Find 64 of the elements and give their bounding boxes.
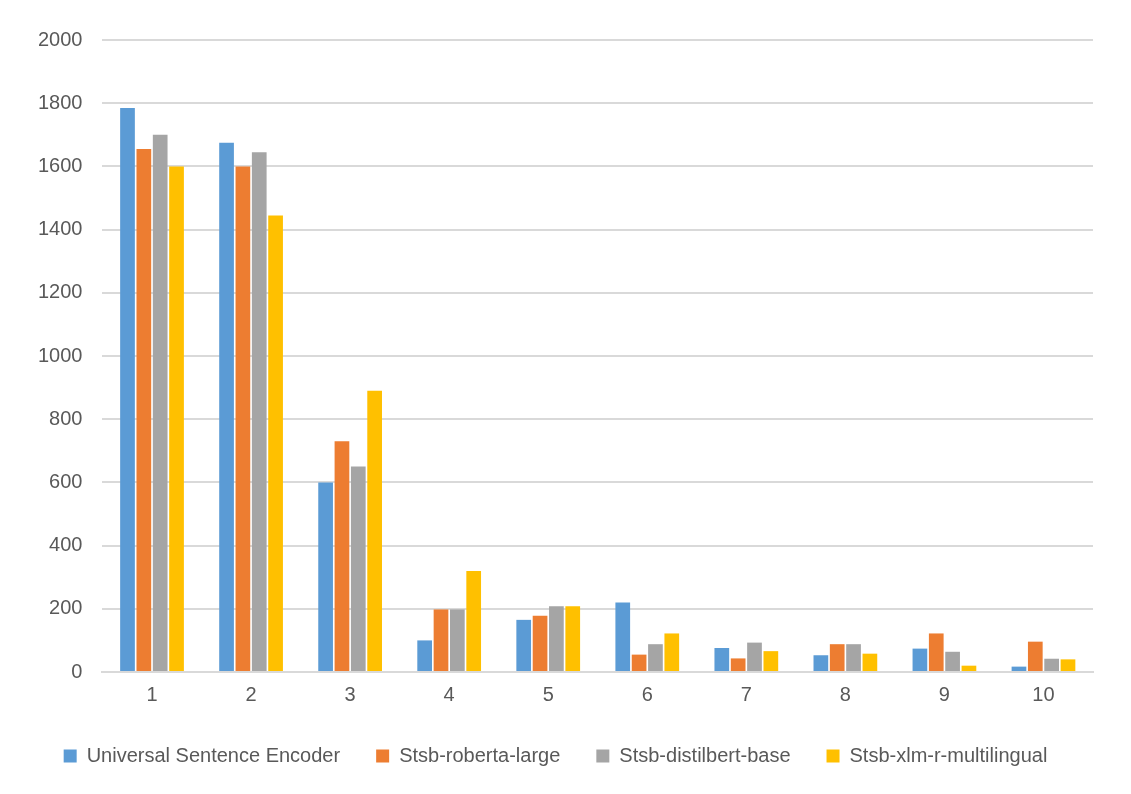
bar bbox=[466, 570, 482, 671]
bar bbox=[532, 615, 548, 671]
bar bbox=[862, 653, 878, 671]
bar bbox=[1044, 658, 1059, 671]
bar bbox=[235, 166, 251, 671]
legend-label: Stsb-xlm-r-multilingual bbox=[849, 743, 1048, 766]
y-tick-label: 2000 bbox=[37, 27, 83, 50]
bar bbox=[763, 651, 779, 671]
y-tick-label: 600 bbox=[49, 469, 83, 492]
y-tick-label: 1000 bbox=[37, 343, 83, 366]
bar bbox=[664, 633, 680, 671]
x-tick-label: 2 bbox=[245, 682, 257, 705]
bar bbox=[334, 441, 350, 671]
bar bbox=[136, 149, 152, 671]
x-tick-label: 10 bbox=[1032, 682, 1055, 705]
x-tick-label: 3 bbox=[344, 682, 356, 705]
bar bbox=[928, 633, 944, 671]
bar bbox=[631, 654, 647, 671]
x-tick-label: 8 bbox=[839, 682, 851, 705]
y-tick-label: 1200 bbox=[37, 280, 83, 303]
bar bbox=[169, 166, 184, 671]
x-tick-label: 4 bbox=[443, 682, 455, 705]
bar bbox=[251, 152, 267, 671]
bar bbox=[846, 644, 861, 671]
bar bbox=[449, 609, 465, 671]
bar bbox=[152, 134, 168, 671]
bar bbox=[1027, 641, 1043, 671]
y-tick-label: 1600 bbox=[37, 153, 83, 176]
x-tick-label: 1 bbox=[146, 682, 158, 705]
x-tick-label: 7 bbox=[740, 682, 752, 705]
y-tick-label: 400 bbox=[49, 533, 83, 556]
bar bbox=[417, 640, 433, 671]
bar bbox=[268, 215, 283, 671]
bar bbox=[813, 655, 829, 671]
bar bbox=[219, 142, 234, 671]
bar bbox=[945, 651, 960, 671]
y-tick-label: 0 bbox=[71, 659, 83, 682]
bar bbox=[961, 665, 977, 671]
y-tick-label: 1400 bbox=[37, 217, 83, 240]
bar bbox=[318, 482, 333, 671]
bar bbox=[829, 644, 845, 671]
bar bbox=[747, 642, 762, 671]
bar bbox=[433, 609, 449, 671]
x-tick-label: 6 bbox=[641, 682, 653, 705]
bar bbox=[714, 647, 730, 671]
bar bbox=[350, 466, 366, 671]
x-tick-label: 5 bbox=[542, 682, 554, 705]
bar bbox=[516, 619, 532, 671]
legend-label: Universal Sentence Encoder bbox=[86, 743, 341, 766]
bar bbox=[615, 602, 631, 671]
x-tick-label: 9 bbox=[938, 682, 950, 705]
legend-label: Stsb-distilbert-base bbox=[619, 743, 791, 766]
bar bbox=[648, 644, 663, 671]
bar bbox=[549, 606, 564, 671]
bar bbox=[730, 658, 746, 671]
bar bbox=[1060, 659, 1076, 671]
bar bbox=[912, 648, 928, 671]
bar bbox=[565, 606, 581, 671]
y-tick-label: 1800 bbox=[37, 90, 83, 113]
bar bbox=[120, 107, 135, 671]
y-tick-label: 200 bbox=[49, 596, 83, 619]
bar bbox=[367, 390, 382, 671]
y-tick-label: 800 bbox=[49, 406, 83, 429]
legend-label: Stsb-roberta-large bbox=[399, 743, 561, 766]
